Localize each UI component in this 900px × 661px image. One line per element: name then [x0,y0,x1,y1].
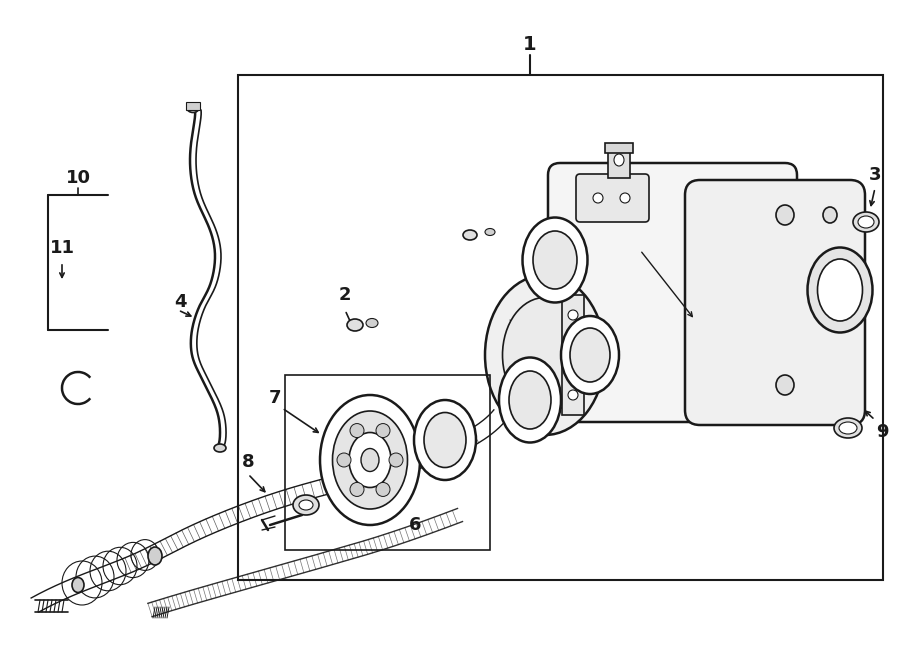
Ellipse shape [424,412,466,467]
Ellipse shape [320,395,420,525]
Text: 9: 9 [876,423,888,441]
Ellipse shape [776,205,794,225]
Text: 6: 6 [409,516,421,534]
Bar [285,375,490,550]
Circle shape [337,453,351,467]
Circle shape [568,390,578,400]
Ellipse shape [817,259,862,321]
Ellipse shape [214,444,226,452]
Ellipse shape [807,247,872,332]
Text: 1: 1 [523,36,536,54]
FancyBboxPatch shape [548,163,797,422]
Ellipse shape [834,418,862,438]
Ellipse shape [485,229,495,235]
Circle shape [376,483,390,496]
Ellipse shape [839,422,857,434]
Circle shape [350,483,364,496]
Ellipse shape [293,495,319,515]
Bar [562,295,584,415]
Circle shape [593,193,603,203]
FancyBboxPatch shape [576,174,649,222]
Ellipse shape [485,275,605,435]
Ellipse shape [187,104,199,112]
Ellipse shape [502,297,588,412]
Bar [608,148,630,178]
Ellipse shape [523,217,588,303]
Text: 10: 10 [66,169,91,187]
Circle shape [568,370,578,380]
Ellipse shape [299,500,313,510]
Ellipse shape [499,358,561,442]
Ellipse shape [361,449,379,471]
Ellipse shape [823,207,837,223]
Text: 2: 2 [338,286,351,304]
Ellipse shape [561,316,619,394]
Ellipse shape [414,400,476,480]
Ellipse shape [347,319,363,331]
Circle shape [376,424,390,438]
Ellipse shape [332,411,408,509]
Bar [605,143,633,153]
Circle shape [568,340,578,350]
Ellipse shape [853,212,879,232]
Text: 8: 8 [242,453,255,471]
Ellipse shape [614,154,624,166]
Text: 4: 4 [174,293,186,311]
FancyBboxPatch shape [685,180,865,425]
Ellipse shape [366,319,378,327]
Circle shape [389,453,403,467]
Text: 5: 5 [542,381,554,399]
Ellipse shape [858,216,874,228]
Ellipse shape [148,547,162,565]
Text: 11: 11 [50,239,75,257]
Text: 3: 3 [868,166,881,184]
Circle shape [620,193,630,203]
Ellipse shape [570,328,610,382]
Circle shape [350,424,364,438]
Ellipse shape [349,432,391,488]
Ellipse shape [463,230,477,240]
Ellipse shape [509,371,551,429]
Bar [238,75,883,580]
Bar [186,102,200,110]
Text: 7: 7 [269,389,281,407]
Ellipse shape [776,375,794,395]
Ellipse shape [533,231,577,289]
Circle shape [568,310,578,320]
Ellipse shape [72,578,84,592]
